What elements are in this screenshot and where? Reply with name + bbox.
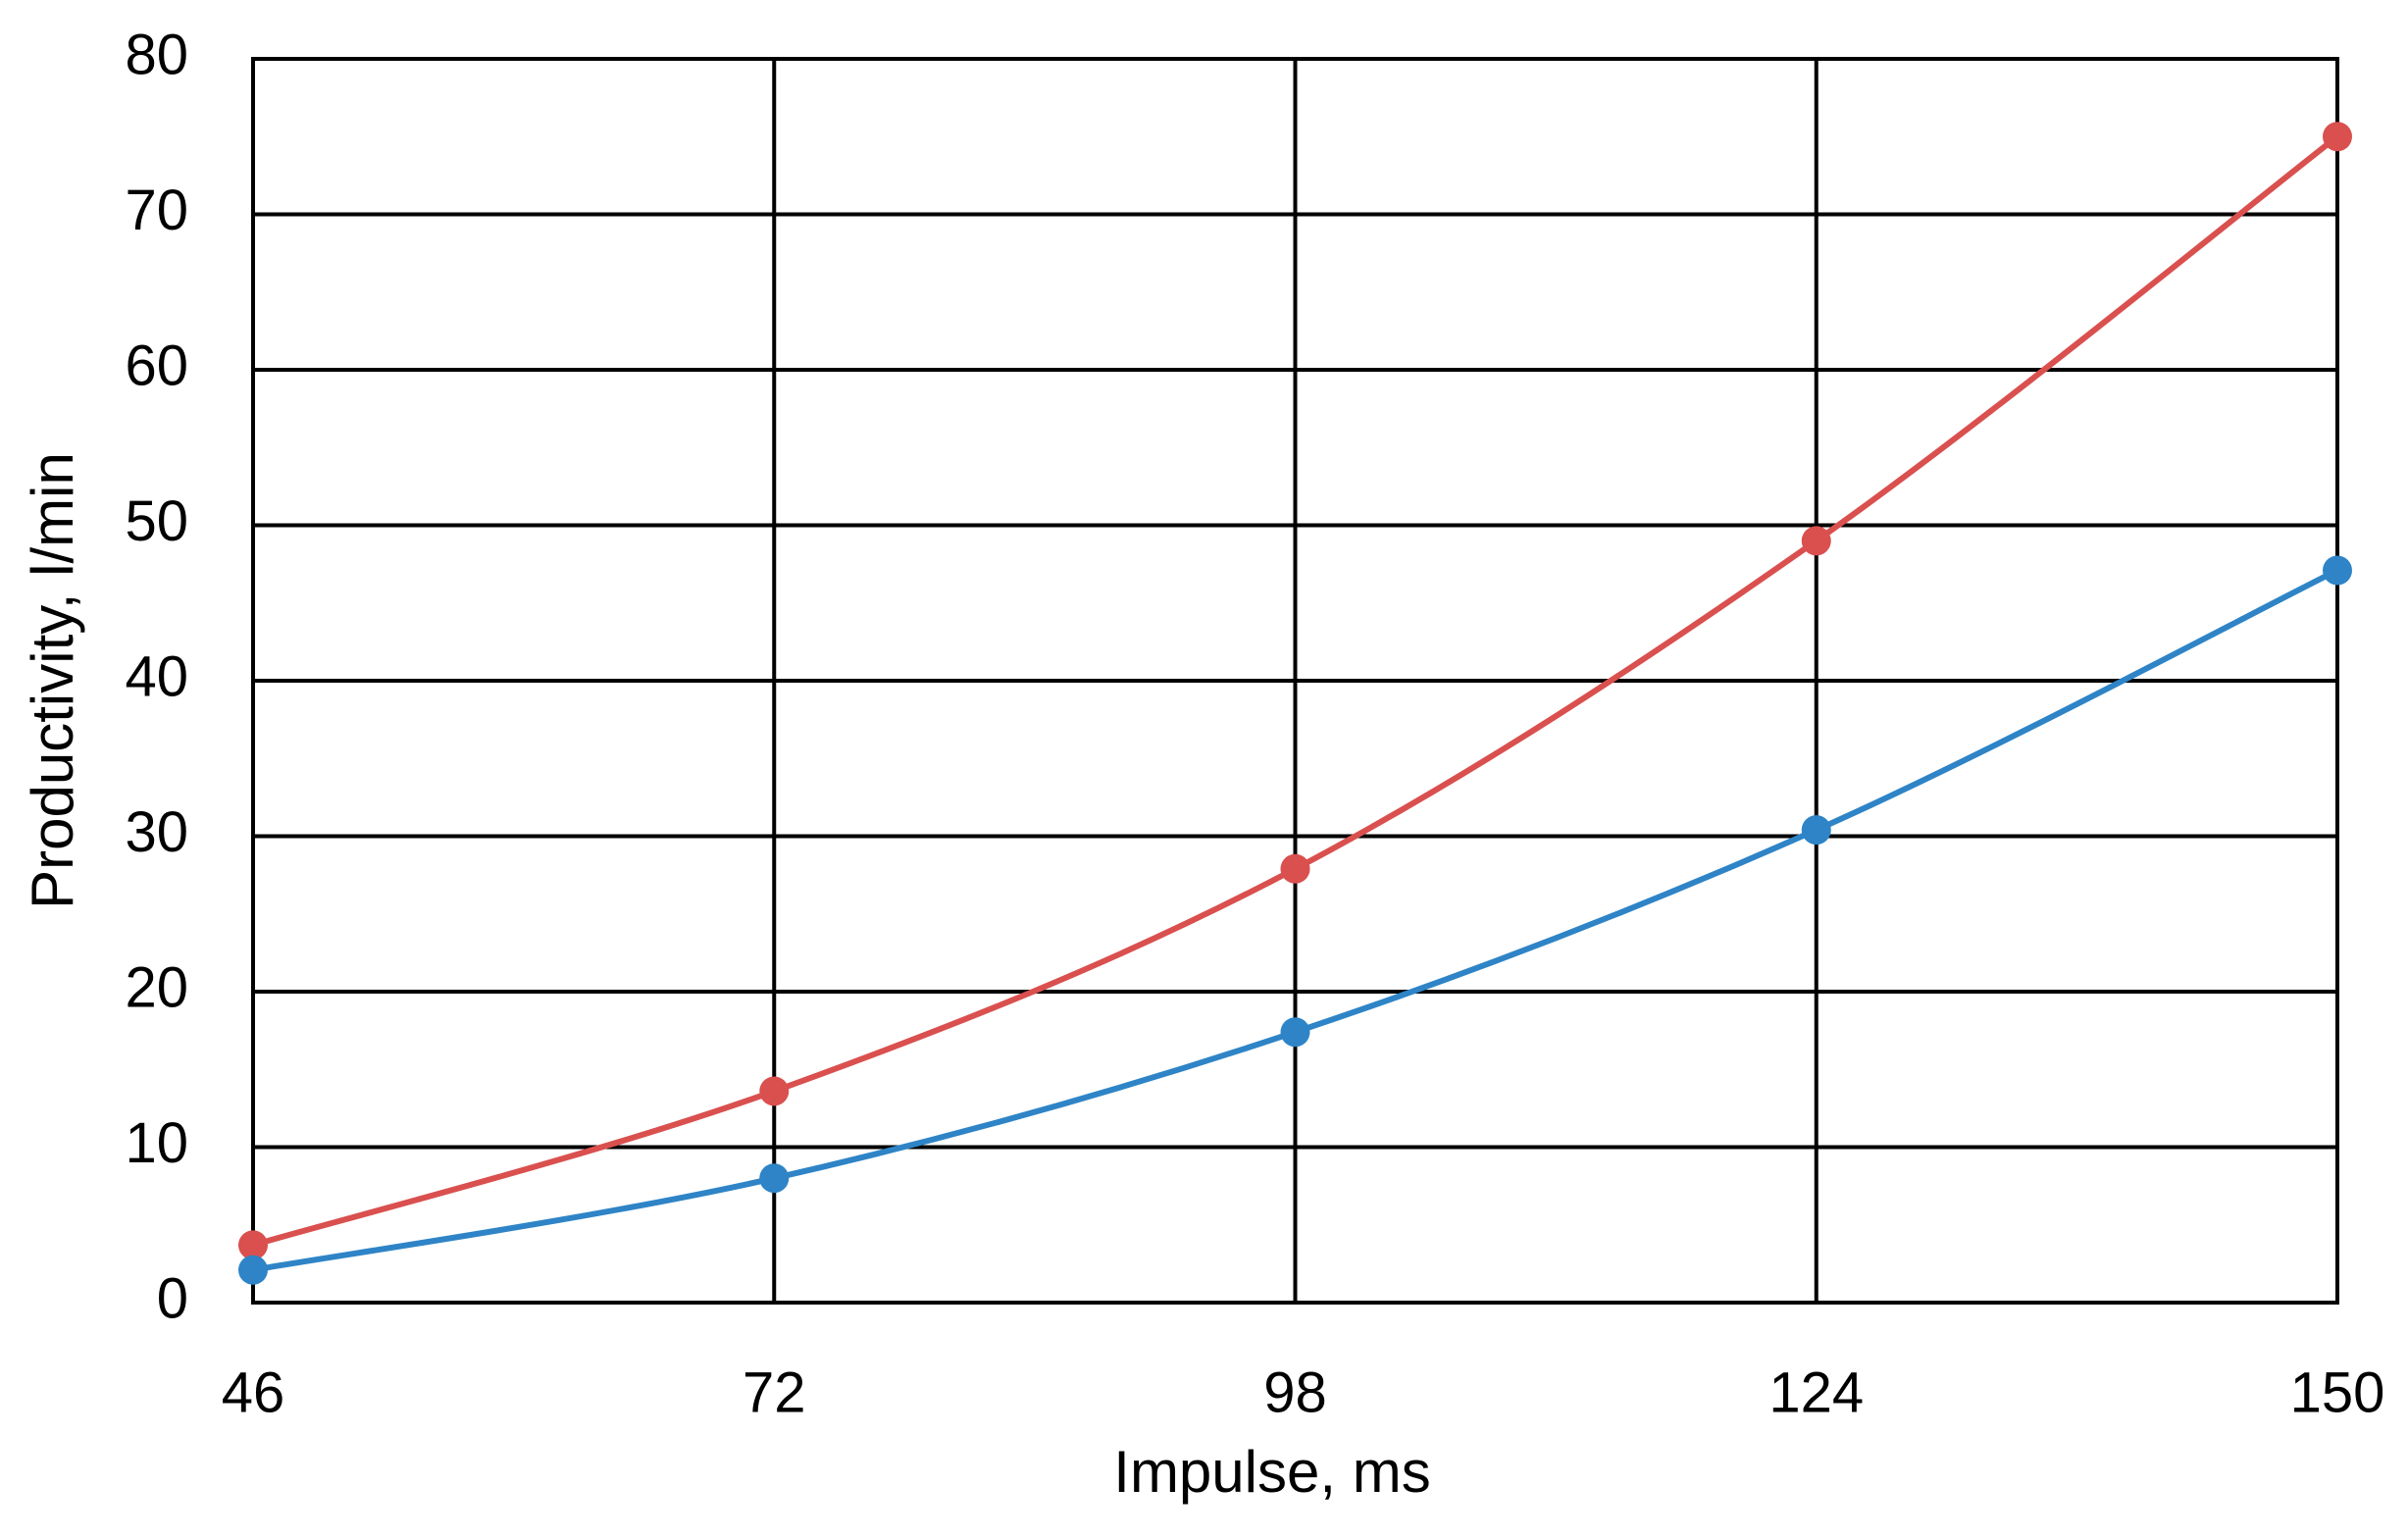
data-point (2323, 122, 2352, 152)
data-point (2323, 555, 2352, 586)
x-axis-title: Impulse, ms (1113, 1439, 1430, 1505)
x-tick-label: 124 (1768, 1360, 1864, 1424)
data-point (759, 1163, 790, 1194)
y-tick-label: 10 (125, 1111, 188, 1175)
x-tick-label: 98 (1263, 1360, 1327, 1424)
data-point (1280, 1017, 1310, 1048)
plot-border (251, 57, 2339, 1305)
data-point (1801, 815, 1831, 846)
x-tick-label: 72 (743, 1360, 806, 1424)
y-tick-label: 0 (157, 1266, 188, 1330)
y-tick-label: 60 (125, 333, 188, 397)
data-point (759, 1076, 790, 1106)
data-point (1280, 853, 1310, 884)
y-tick-label: 30 (125, 800, 188, 864)
x-tick-label: 150 (2290, 1360, 2385, 1424)
data-point (238, 1230, 268, 1260)
y-tick-label: 80 (125, 23, 188, 86)
data-point (238, 1255, 268, 1285)
y-tick-label: 40 (125, 644, 188, 708)
data-point (1801, 526, 1831, 556)
y-tick-label: 50 (125, 489, 188, 553)
y-tick-label: 70 (125, 179, 188, 242)
y-tick-label: 20 (125, 955, 188, 1019)
x-tick-label: 46 (222, 1360, 285, 1424)
y-axis-title: Productivity, l/min (20, 452, 85, 909)
